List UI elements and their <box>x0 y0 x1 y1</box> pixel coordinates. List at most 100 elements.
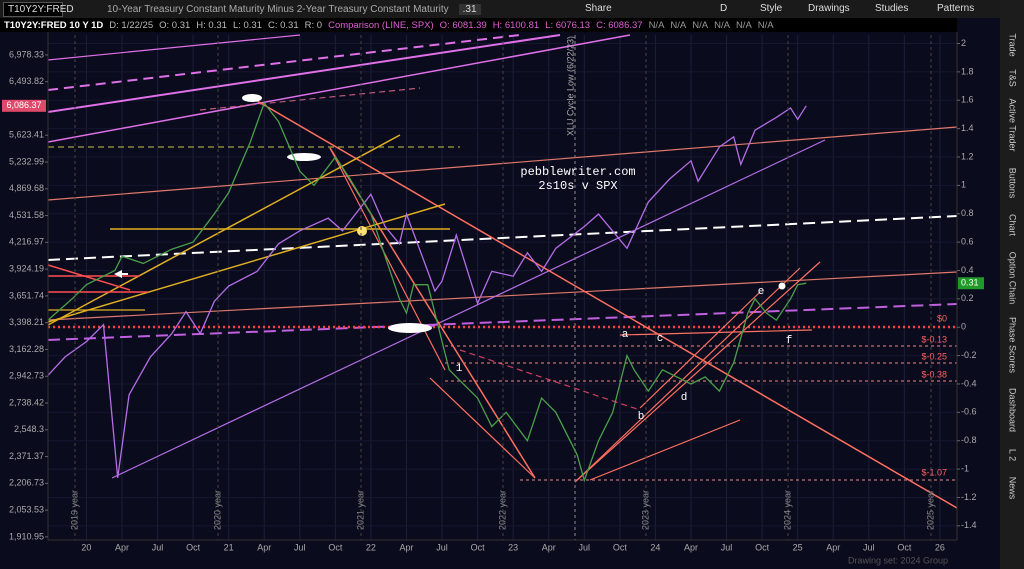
comparison-stat: O: 6081.39 <box>439 19 487 31</box>
comparison-stat: L: 6076.13 <box>545 19 591 31</box>
cycle-note: XLU Cycle Low (6/22/23) <box>565 36 575 136</box>
toolbar-button[interactable]: Patterns <box>937 3 975 14</box>
y-tick-label: 5,623.41 <box>9 130 44 140</box>
x-tick-label: Apr <box>399 542 413 552</box>
toolbar-button[interactable]: Drawings <box>808 3 850 14</box>
side-tab[interactable]: Dashboard <box>1008 388 1018 432</box>
x-tick-label: 25 <box>793 542 803 552</box>
drawings <box>47 34 958 540</box>
header-stat: R: 0 <box>304 19 323 31</box>
x-tick-label: Jul <box>436 542 448 552</box>
y2-tick-label: 0.4 <box>961 265 974 275</box>
y2-tick-label: -1.2 <box>961 492 977 502</box>
year-label: 2024 year <box>782 490 792 530</box>
wave-label: b <box>638 411 645 423</box>
series-line <box>47 105 807 478</box>
toolbar-button[interactable]: Style <box>760 3 783 14</box>
x-tick-label: Apr <box>542 542 556 552</box>
toolbar: T10Y2Y:FRED 10-Year Treasury Constant Ma… <box>0 0 1024 18</box>
x-tick-label: Jul <box>863 542 875 552</box>
fib-label: $0 <box>937 313 947 323</box>
last-value-label: 0.31 <box>961 278 979 288</box>
y-tick-label: 6,493.82 <box>9 76 44 86</box>
y2-tick-label: -1 <box>961 463 969 473</box>
x-tick-label: Oct <box>328 542 343 552</box>
y2-tick-label: 1.6 <box>961 95 974 105</box>
annotations: 2019 year 2020 year 2021 year 2022 year 2023… <box>69 35 947 540</box>
last-price-tag <box>2 99 46 112</box>
x-tick-label: Apr <box>257 542 271 552</box>
year-label: 2022 year <box>497 490 507 530</box>
x-tick-label: Apr <box>826 542 840 552</box>
y2-tick-label: 1.2 <box>961 151 974 161</box>
toolbar-button[interactable]: D <box>720 3 728 14</box>
side-tab[interactable]: News <box>1008 477 1018 500</box>
y-tick-label: 5,232.99 <box>9 156 44 166</box>
toolbar-button[interactable]: Studies <box>875 3 909 14</box>
symbol-box[interactable]: T10Y2Y:FRED <box>3 1 74 17</box>
toolbar-button[interactable]: Share <box>585 3 612 14</box>
y2-tick-label: -0.4 <box>961 378 977 388</box>
x-tick-label: Oct <box>613 542 628 552</box>
x-tick-label: 24 <box>650 542 660 552</box>
x-tick-label: Jul <box>152 542 164 552</box>
fib-label: $-0.25 <box>921 351 947 361</box>
side-tab[interactable]: Trade <box>1008 33 1018 56</box>
x-tick-label: Jul <box>721 542 733 552</box>
side-tab[interactable]: Chart <box>1008 214 1018 237</box>
y-tick-label: 6,978.33 <box>9 49 44 59</box>
y2-tick-label: 0.8 <box>961 208 974 218</box>
site-annotation: pebblewriter.com <box>520 165 635 179</box>
y2-tick-label: 0 <box>961 322 966 332</box>
wave-label: c <box>657 333 664 345</box>
y-tick-label: 4,869.68 <box>9 183 44 193</box>
x-tick-label: Oct <box>471 542 486 552</box>
watermark: Drawing set: 2024 Group <box>848 555 948 565</box>
y-tick-label: 2,942.73 <box>9 371 44 381</box>
header-stat: H: 0.31 <box>196 19 227 31</box>
wave-label: e <box>758 286 765 298</box>
header-stat: L: 0.31 <box>232 19 262 31</box>
side-tab[interactable]: L 2 <box>1008 449 1018 461</box>
series-line <box>47 101 807 483</box>
side-tab[interactable]: Option Chain <box>1008 252 1018 305</box>
side-tab[interactable]: T&S <box>1008 69 1018 87</box>
wave-label: a <box>622 329 629 341</box>
y-tick-label: 4,216.97 <box>9 237 44 247</box>
y2-tick-label: -0.2 <box>961 350 977 360</box>
side-tab[interactable]: Active Trader <box>1008 98 1018 151</box>
y-tick-label: 2,371.37 <box>9 451 44 461</box>
y2-tick-label: 0.2 <box>961 293 974 303</box>
last-price-label: 6,086.37 <box>6 100 41 110</box>
x-tick-label: 21 <box>224 542 234 552</box>
y2-tick-label: 1.8 <box>961 66 974 76</box>
na-stat: N/A <box>648 19 665 31</box>
side-tab[interactable]: Phase Scores <box>1008 317 1018 374</box>
header-stat: C: 0.31 <box>268 19 299 31</box>
comparison-stat: H: 6100.81 <box>492 19 540 31</box>
y-tick-label: 4,531.58 <box>9 210 44 220</box>
y-tick-label: 3,398.21 <box>9 317 44 327</box>
y2-tick-label: -0.8 <box>961 435 977 445</box>
y2-tick-label: -1.4 <box>961 520 977 530</box>
symbol-description: 10-Year Treasury Constant Maturity Minus… <box>107 3 449 15</box>
y-tick-label: 3,651.74 <box>9 290 44 300</box>
year-label: 2019 year <box>69 490 79 530</box>
y-tick-label: 2,548.3 <box>14 424 44 434</box>
comparison-stat: Comparison (LINE, SPX) <box>328 19 434 31</box>
year-label: 2023 year <box>640 490 650 530</box>
header-stat: O: 0.31 <box>159 19 191 31</box>
x-tick-label: Oct <box>186 542 201 552</box>
x-tick-label: Jul <box>294 542 306 552</box>
comparison-stat: C: 6086.37 <box>596 19 643 31</box>
x-tick-label: Apr <box>115 542 129 552</box>
x-tick-label: 26 <box>935 542 945 552</box>
na-stat: N/A <box>735 19 752 31</box>
axis-labels: 20 Apr Jul Oct 21 Apr Jul Oct 22 Apr Jul Oct 23 Apr Ju… <box>2 38 984 552</box>
last-value: .31 <box>458 3 481 15</box>
x-tick-label: Oct <box>755 542 770 552</box>
wave-label: f <box>786 335 793 347</box>
y-tick-label: 2,053.53 <box>9 504 44 514</box>
side-tab[interactable]: Buttons <box>1008 168 1018 199</box>
